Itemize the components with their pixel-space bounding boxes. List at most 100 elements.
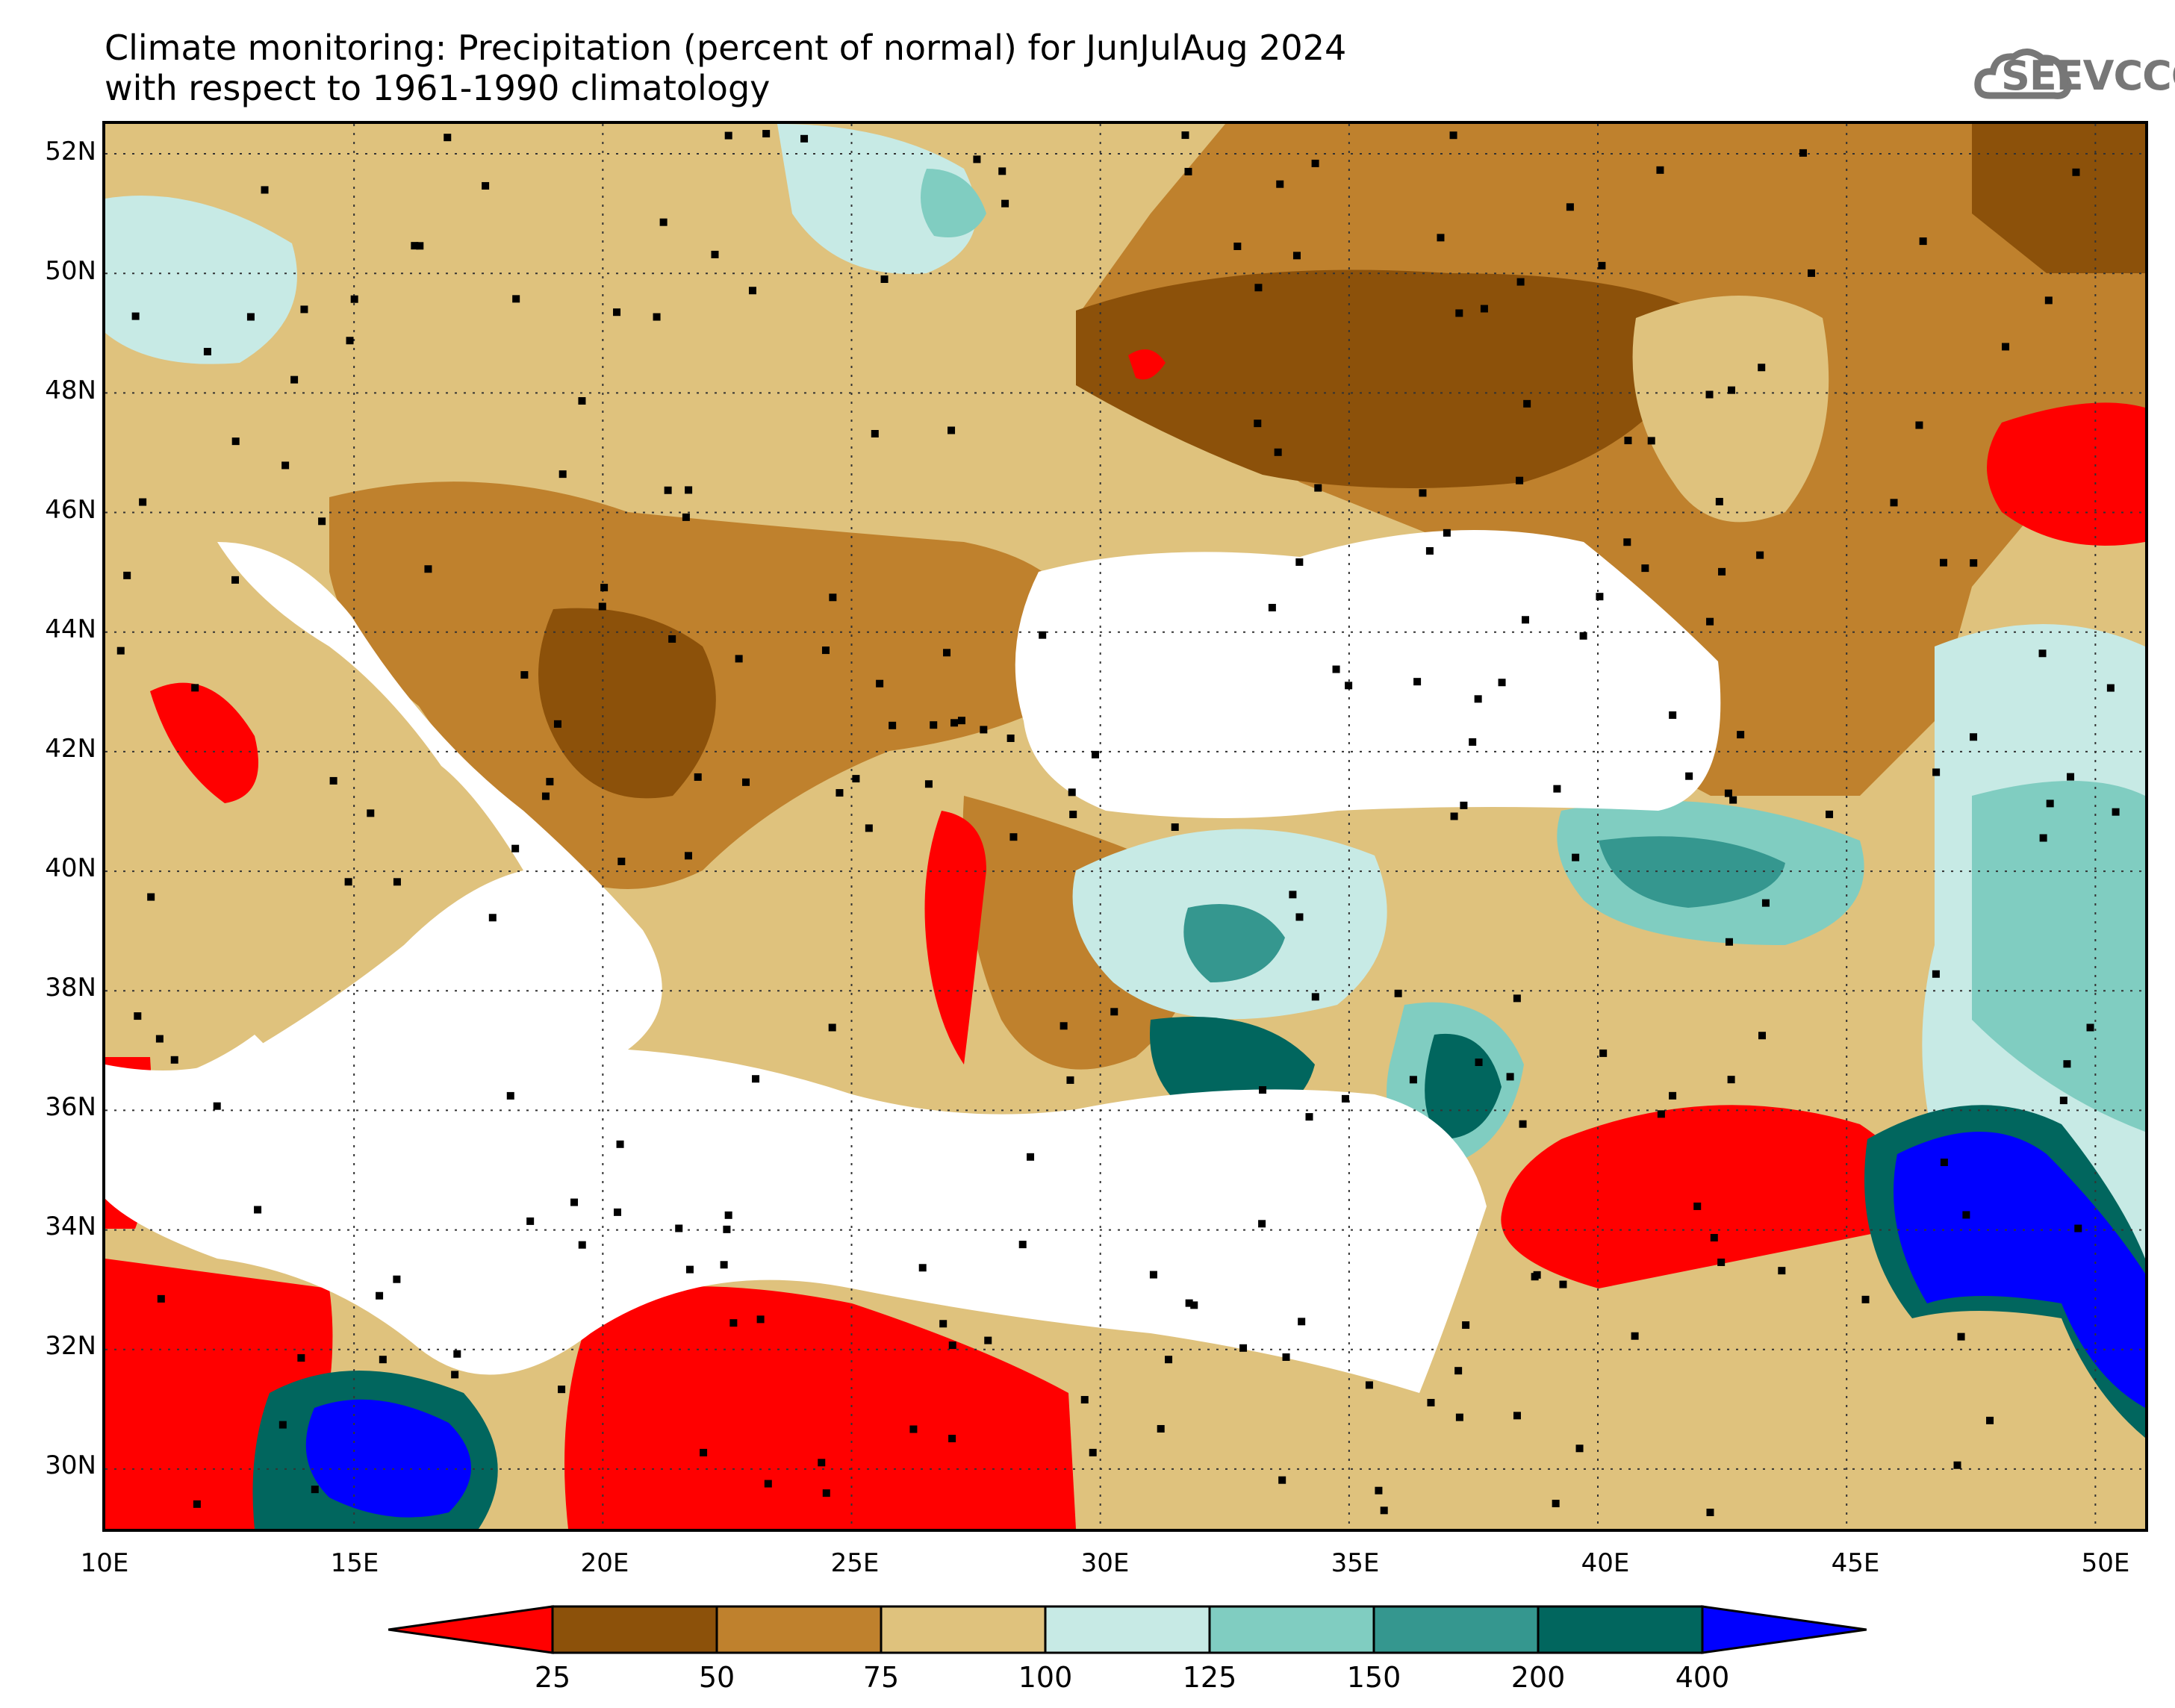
- station-marker: [1427, 1398, 1435, 1406]
- station-marker: [909, 1425, 918, 1433]
- station-marker: [393, 1275, 401, 1283]
- station-marker: [1533, 1271, 1541, 1279]
- station-marker: [1598, 261, 1606, 269]
- station-marker: [1498, 679, 1506, 687]
- station-marker: [1239, 1344, 1248, 1352]
- station-marker: [822, 1489, 830, 1497]
- gridlines: [105, 124, 2145, 1529]
- station-marker: [1268, 603, 1276, 611]
- lon-label-10e: 10E: [80, 1548, 129, 1578]
- station-marker: [279, 1421, 287, 1429]
- station-marker: [2038, 649, 2047, 658]
- station-marker: [852, 775, 860, 783]
- station-marker: [1068, 788, 1076, 797]
- station-marker: [1066, 1076, 1074, 1084]
- station-marker: [1506, 1073, 1514, 1081]
- station-marker: [675, 1224, 683, 1232]
- station-marker: [116, 646, 125, 655]
- station-marker: [1375, 1486, 1383, 1494]
- colorbar-tick-25: 25: [534, 1661, 571, 1694]
- station-marker: [1799, 149, 1807, 157]
- lat-label-50n: 50N: [45, 256, 96, 286]
- region-red-kazakh: [1987, 402, 2145, 546]
- station-marker: [1060, 1022, 1068, 1030]
- station-marker: [131, 312, 140, 320]
- region-midteal-turkey: [1183, 904, 1285, 982]
- station-marker: [1469, 738, 1477, 746]
- station-marker: [451, 1371, 459, 1379]
- station-marker: [1454, 1367, 1463, 1375]
- station-marker: [453, 1350, 461, 1358]
- station-marker: [2072, 168, 2080, 176]
- station-marker: [520, 671, 529, 679]
- station-marker: [1258, 1220, 1266, 1228]
- lat-label-34n: 34N: [45, 1212, 96, 1241]
- station-marker: [1380, 1506, 1388, 1515]
- lat-label-44n: 44N: [45, 614, 96, 644]
- station-marker: [1080, 1396, 1089, 1404]
- station-marker: [346, 337, 354, 345]
- station-marker: [482, 181, 490, 190]
- station-marker: [930, 721, 938, 729]
- station-marker: [1685, 772, 1693, 780]
- lat-label-52n: 52N: [45, 137, 96, 166]
- station-marker: [1305, 1113, 1313, 1121]
- station-marker: [1778, 1267, 1786, 1275]
- station-marker: [1861, 1295, 1870, 1303]
- station-marker: [1311, 993, 1319, 1001]
- region-red-ukraine: [1128, 349, 1166, 380]
- station-marker: [1718, 567, 1726, 576]
- station-marker: [653, 313, 661, 321]
- station-marker: [2046, 800, 2054, 808]
- station-marker: [984, 1336, 992, 1344]
- station-marker: [170, 1056, 178, 1064]
- region-red-aegean: [924, 811, 986, 1065]
- station-marker: [668, 635, 676, 643]
- station-marker: [821, 646, 830, 655]
- station-marker: [685, 486, 693, 494]
- station-marker: [1314, 484, 1322, 492]
- station-marker: [948, 1435, 956, 1443]
- station-marker: [2112, 808, 2120, 816]
- station-marker: [1006, 734, 1015, 742]
- colorbar-tick-75: 75: [862, 1661, 900, 1694]
- colorbar-tick-50: 50: [698, 1661, 735, 1694]
- region-lightteal-west: [105, 196, 297, 364]
- region-blue-libya: [305, 1399, 471, 1518]
- station-marker: [614, 1208, 622, 1216]
- station-marker: [1110, 1008, 1118, 1016]
- lat-label-48n: 48N: [45, 375, 96, 405]
- station-marker: [1332, 665, 1340, 673]
- colorbar-seg-7: [1537, 1605, 1704, 1654]
- station-marker: [512, 295, 520, 303]
- station-marker: [1970, 733, 1978, 741]
- station-marker: [1018, 1241, 1027, 1249]
- station-marker: [1474, 695, 1482, 703]
- station-marker: [2074, 1224, 2082, 1232]
- station-marker: [416, 242, 424, 250]
- region-red-syria-iraq: [1501, 1105, 1917, 1288]
- station-marker: [1149, 1271, 1157, 1279]
- mediterranean-sea: [105, 542, 1487, 1393]
- station-marker: [1341, 1094, 1349, 1103]
- station-marker: [685, 1265, 694, 1274]
- station-marker: [203, 348, 211, 356]
- station-marker: [1462, 1321, 1470, 1330]
- station-markers: [116, 130, 2120, 1516]
- colorbar-tick-125: 125: [1182, 1661, 1237, 1694]
- station-marker: [558, 470, 567, 479]
- station-marker: [444, 134, 452, 142]
- station-marker: [1450, 812, 1458, 820]
- station-marker: [300, 305, 308, 314]
- station-marker: [1292, 252, 1301, 260]
- station-marker: [231, 437, 240, 446]
- station-marker: [231, 576, 240, 584]
- station-marker: [1394, 989, 1402, 997]
- station-marker: [1656, 166, 1664, 174]
- station-marker: [1181, 131, 1189, 140]
- station-marker: [376, 1291, 384, 1300]
- station-marker: [950, 719, 959, 727]
- station-marker: [1345, 682, 1353, 690]
- station-marker: [1940, 1159, 1948, 1167]
- station-marker: [729, 1319, 738, 1327]
